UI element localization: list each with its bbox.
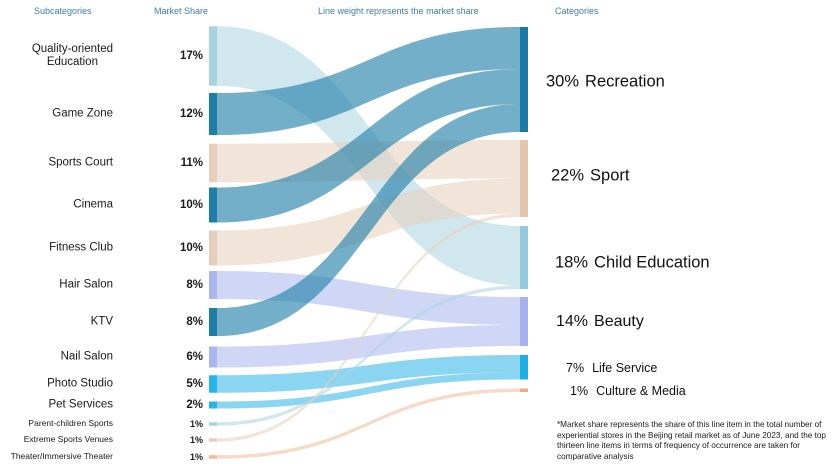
subcategory-label-quality-oriented-education: Quality-oriented Education [32, 43, 113, 69]
header-categories: Categories [555, 6, 599, 16]
share-label-pet-services: 2% [186, 399, 203, 411]
source-bar-ktv [209, 308, 217, 336]
category-share: 30% [546, 72, 580, 91]
share-label-nail-salon: 6% [186, 351, 203, 363]
footnote: *Market share represents the share of th… [557, 420, 826, 461]
source-bar-hair-salon [209, 271, 217, 299]
share-label-fitness-club: 10% [179, 242, 203, 254]
source-bar-game-zone [209, 93, 217, 135]
category-label-culture-media: 1% Culture & Media [570, 384, 686, 398]
flow-theater-immersive-theater [217, 388, 520, 459]
subcategory-label-pet-services: Pet Services [48, 398, 113, 411]
subcategory-label-fitness-club: Fitness Club [49, 241, 113, 254]
target-bar-life-service [520, 355, 528, 380]
source-bar-extreme-sports-venues [209, 438, 217, 442]
subcategory-label-theater-immersive-theater: Theater/Immersive Theater [10, 451, 113, 462]
source-bar-pet-services [209, 401, 217, 409]
share-label-quality-oriented-education: 17% [179, 50, 203, 62]
source-bar-fitness-club [209, 230, 217, 266]
category-name: Beauty [594, 313, 644, 330]
flow-cinema [217, 69, 520, 223]
subcategory-label-game-zone: Game Zone [52, 107, 113, 120]
category-share: 18% [555, 253, 589, 272]
category-name: Life Service [592, 361, 658, 375]
header-line-weight: Line weight represents the market share [318, 6, 479, 16]
source-bar-cinema [209, 187, 217, 223]
subcategory-label-parent-children-sports: Parent-children Sports [28, 418, 113, 429]
category-label-child-education: 18% Child Education [555, 254, 710, 273]
target-bar-culture-media [520, 388, 528, 392]
subcategory-label-line: Education [46, 56, 98, 68]
subcategory-label-line: Quality-oriented [31, 42, 113, 55]
category-share: 14% [556, 313, 589, 330]
share-label-photo-studio: 5% [186, 378, 203, 390]
flow-pet-services [217, 372, 520, 409]
share-label-parent-children-sports: 1% [189, 419, 203, 429]
flow-nail-salon [217, 325, 520, 368]
flow-parent-children-sports [217, 285, 520, 426]
share-label-extreme-sports-venues: 1% [189, 435, 203, 445]
target-bar-beauty [520, 297, 528, 346]
flow-extreme-sports-venues [217, 213, 520, 442]
flow-game-zone [217, 27, 520, 135]
source-bar-sports-court [209, 143, 217, 183]
target-bar-child-education [520, 226, 528, 289]
flow-ktv [217, 104, 520, 336]
category-name: Culture & Media [596, 384, 686, 398]
source-bar-photo-studio [209, 375, 217, 393]
category-share: 7% [566, 361, 585, 375]
subcategory-label-nail-salon: Nail Salon [60, 350, 113, 363]
target-bar-sport [520, 140, 528, 217]
category-name: Recreation [585, 72, 665, 91]
share-label-hair-salon: 8% [186, 279, 203, 291]
category-label-beauty: 14% Beauty [556, 313, 644, 331]
share-label-theater-immersive-theater: 1% [189, 452, 203, 462]
subcategory-label-extreme-sports-venues: Extreme Sports Venues [23, 434, 113, 445]
share-label-sports-court: 11% [180, 157, 203, 169]
share-label-cinema: 10% [179, 199, 203, 211]
category-label-sport: 22% Sport [551, 167, 629, 186]
header-subcategories: Subcategories [34, 6, 92, 16]
share-label-game-zone: 12% [179, 108, 203, 120]
source-bar-theater-immersive-theater [209, 455, 217, 459]
category-share: 1% [570, 384, 589, 398]
source-bar-nail-salon [209, 346, 217, 368]
source-bar-parent-children-sports [209, 422, 217, 426]
category-label-recreation: 30% Recreation [546, 73, 665, 92]
flow-hair-salon [217, 271, 520, 325]
subcategory-label-photo-studio: Photo Studio [47, 377, 113, 390]
category-label-life-service: 7% Life Service [566, 361, 657, 375]
share-label-ktv: 8% [186, 316, 203, 328]
category-share: 22% [551, 166, 585, 185]
subcategory-label-hair-salon: Hair Salon [59, 278, 113, 291]
category-name: Sport [590, 166, 630, 185]
category-name: Child Education [594, 253, 710, 272]
flow-photo-studio [217, 355, 520, 393]
subcategory-label-sports-court: Sports Court [48, 156, 113, 169]
subcategory-label-cinema: Cinema [73, 198, 113, 211]
header-market-share: Market Share [154, 6, 209, 16]
source-bar-quality-oriented-education [209, 26, 217, 86]
target-bar-recreation [520, 27, 528, 132]
subcategory-label-ktv: KTV [90, 315, 113, 328]
